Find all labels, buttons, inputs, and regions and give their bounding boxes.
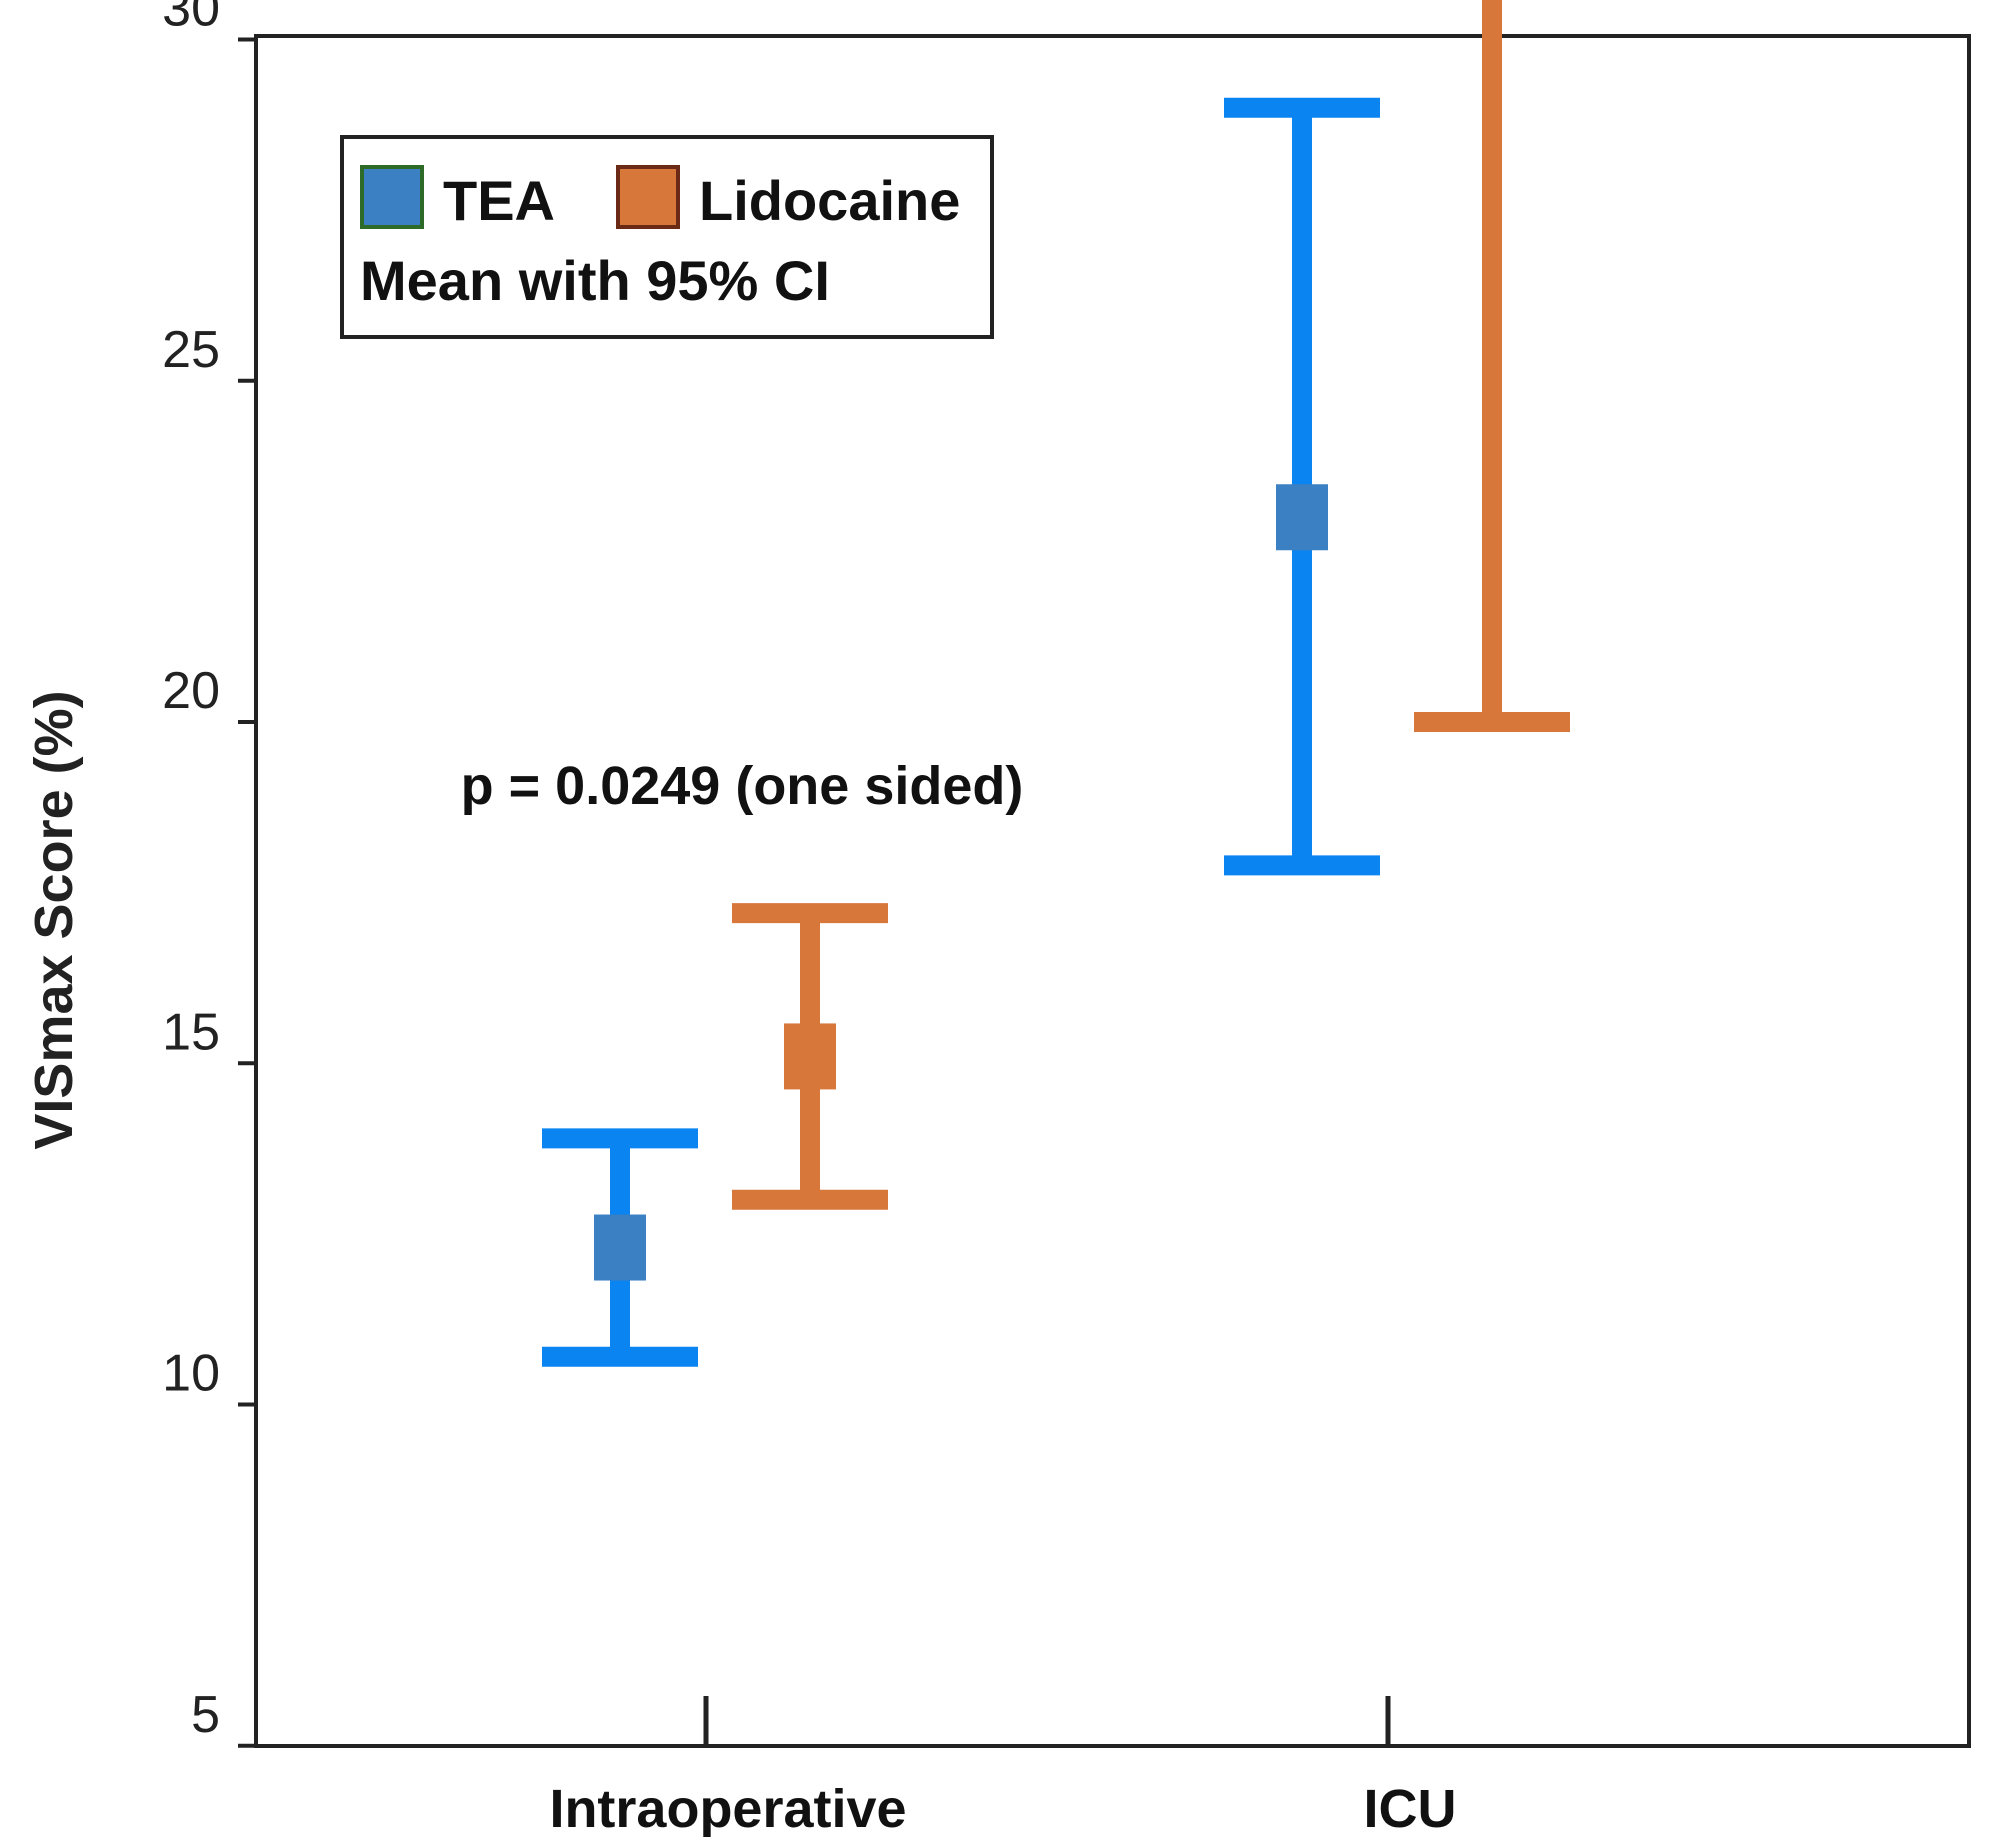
p-value-annotation: p = 0.0249 (one sided) bbox=[461, 756, 1024, 816]
annotations: p = 0.0249 (one sided)p = 0.133 (one sid… bbox=[461, 756, 1024, 816]
y-tick-label: 20 bbox=[162, 662, 220, 720]
legend-label-tea: TEA bbox=[443, 169, 555, 232]
y-tick-label: 5 bbox=[191, 1686, 220, 1744]
legend-swatch-tea bbox=[360, 165, 424, 229]
error-bar-tea-icu bbox=[1224, 97, 1380, 876]
y-tick-label: 10 bbox=[162, 1345, 220, 1403]
mean-marker bbox=[1276, 484, 1328, 551]
error-bar-lidocaine-icu bbox=[1414, 0, 1570, 732]
x-axis: Intraoperative ICU bbox=[549, 1696, 1457, 1837]
y-tick-label: 25 bbox=[162, 321, 220, 379]
y-axis: 5101520253035404550 bbox=[162, 0, 256, 1748]
legend-label-lidocaine: Lidocaine bbox=[699, 169, 960, 232]
mean-marker bbox=[594, 1214, 646, 1281]
x-tick-label: ICU bbox=[1364, 1779, 1457, 1837]
legend-note: Mean with 95% CI bbox=[360, 249, 830, 312]
y-tick-label: 15 bbox=[162, 1003, 220, 1061]
error-bars bbox=[542, 0, 1570, 1367]
legend: TEA Lidocaine Mean with 95% CI bbox=[340, 135, 994, 339]
y-tick-label: 30 bbox=[162, 0, 220, 38]
x-tick-label: Intraoperative bbox=[549, 1779, 906, 1837]
error-bar-tea-intraoperative bbox=[542, 1128, 698, 1367]
error-bar-lidocaine-intraoperative bbox=[732, 903, 888, 1210]
plot-frame bbox=[254, 34, 1971, 1748]
mean-marker bbox=[784, 1023, 836, 1090]
legend-swatch-lidocaine bbox=[616, 165, 680, 229]
y-axis-title: VISmax Score (%) bbox=[24, 690, 84, 1149]
